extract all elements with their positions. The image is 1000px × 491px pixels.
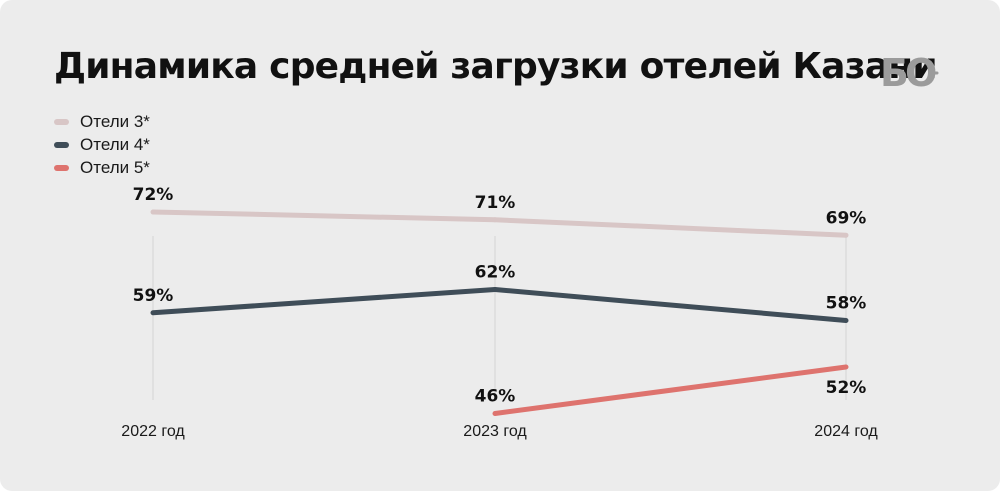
legend-swatch (54, 118, 69, 125)
legend-swatch (54, 141, 69, 148)
x-tick-label: 2023 год (463, 423, 527, 440)
legend-item: Отели 3* (54, 110, 150, 133)
series-line-segment (492, 217, 849, 238)
clock-hands-icon (928, 60, 939, 75)
x-tick-label: 2024 год (814, 423, 878, 440)
data-label: 62% (475, 263, 516, 283)
series-line-segment (492, 364, 849, 416)
legend-label: Отели 3* (80, 112, 150, 131)
legend-item: Отели 4* (54, 133, 150, 156)
x-tick-label: 2022 год (121, 423, 185, 440)
legend-label: Отели 5* (80, 158, 150, 177)
data-label: 52% (826, 378, 867, 398)
legend-label: Отели 4* (80, 135, 150, 154)
series-line-segment (150, 209, 498, 223)
data-label: 59% (133, 286, 174, 306)
data-label: 58% (826, 294, 867, 314)
series-line-segment (492, 287, 849, 323)
series-line-segment (150, 287, 498, 316)
data-label: 46% (475, 387, 516, 407)
data-label: 69% (826, 208, 867, 228)
data-label: 71% (475, 193, 516, 213)
chart-title: Динамика средней загрузки отелей Казани (54, 46, 938, 87)
legend: Отели 3* Отели 4* Отели 5* (54, 110, 150, 179)
legend-swatch (54, 164, 69, 171)
bo-logo: БО (880, 52, 940, 92)
data-label: 72% (133, 185, 174, 205)
legend-item: Отели 5* (54, 156, 150, 179)
